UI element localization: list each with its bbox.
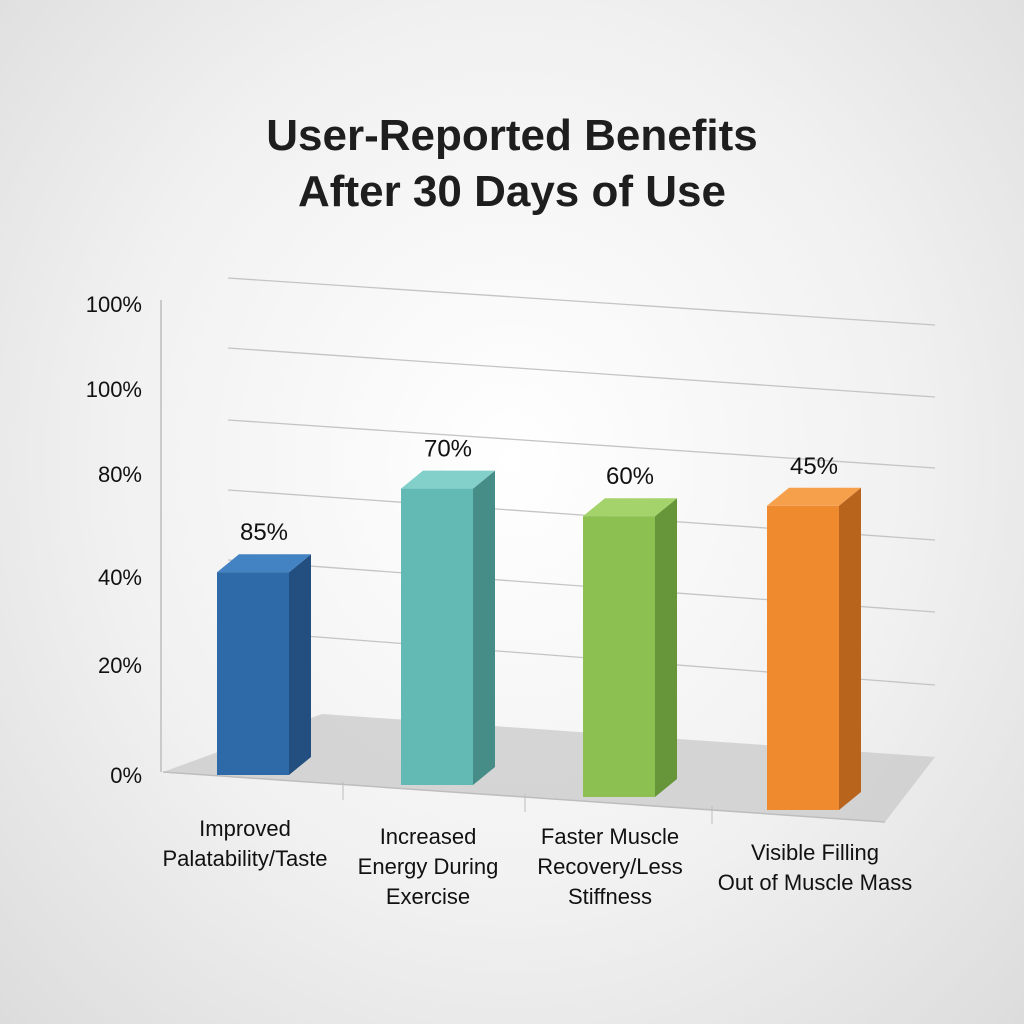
y-tick-label: 100% xyxy=(86,377,142,402)
y-tick-label: 100% xyxy=(86,292,142,317)
data-label: 60% xyxy=(606,463,654,490)
y-tick-label: 40% xyxy=(98,565,142,590)
chart-title-line-1: User-Reported Benefits xyxy=(266,111,758,160)
gridline-0 xyxy=(227,277,936,326)
x-category-label-line: Out of Muscle Mass xyxy=(717,870,913,895)
x-category-label-line: Recovery/Less xyxy=(537,854,683,879)
data-label: 45% xyxy=(790,453,838,480)
bar-side xyxy=(655,498,677,797)
x-axis-line xyxy=(162,771,886,823)
x-category-label-line: Faster Muscle xyxy=(540,824,680,849)
chart-title: User-Reported Benefits After 30 Days of … xyxy=(0,108,1024,220)
x-category-label-line: Increased xyxy=(379,824,477,849)
x-category-label: Increased Energy During Exercise xyxy=(328,822,528,912)
bar xyxy=(767,505,839,810)
bar-top xyxy=(767,487,861,506)
x-category-label: Faster Muscle Recovery/Less Stiffness xyxy=(510,822,710,912)
bar-side xyxy=(473,470,495,785)
x-category-label-line: Visible Filling xyxy=(751,840,879,865)
gridline-2 xyxy=(227,419,936,469)
y-tick-label: 0% xyxy=(110,763,142,788)
x-category-label-line: Improved xyxy=(199,816,291,841)
x-category-label-line: Palatability/Taste xyxy=(162,846,328,871)
y-tick-label: 80% xyxy=(98,462,142,487)
bar xyxy=(583,516,655,797)
x-category-label-line: Stiffness xyxy=(568,884,652,909)
bar xyxy=(401,488,473,785)
x-category-label-line: Energy During xyxy=(357,854,499,879)
bar-side xyxy=(289,554,311,775)
chart-title-line-2: After 30 Days of Use xyxy=(298,167,726,216)
chart-floor xyxy=(163,714,935,822)
bar-top xyxy=(401,470,495,489)
data-label: 85% xyxy=(240,519,288,546)
y-tick-label: 20% xyxy=(98,653,142,678)
bar-side xyxy=(839,487,861,810)
data-label: 70% xyxy=(424,436,472,463)
bar-top xyxy=(583,498,677,517)
x-category-label-line: Exercise xyxy=(385,884,471,909)
x-category-label: Visible Filling Out of Muscle Mass xyxy=(695,838,935,898)
gridline-1 xyxy=(227,347,936,398)
bar-top xyxy=(217,554,311,573)
bar xyxy=(217,572,289,775)
x-category-label: Improved Palatability/Taste xyxy=(145,814,345,874)
